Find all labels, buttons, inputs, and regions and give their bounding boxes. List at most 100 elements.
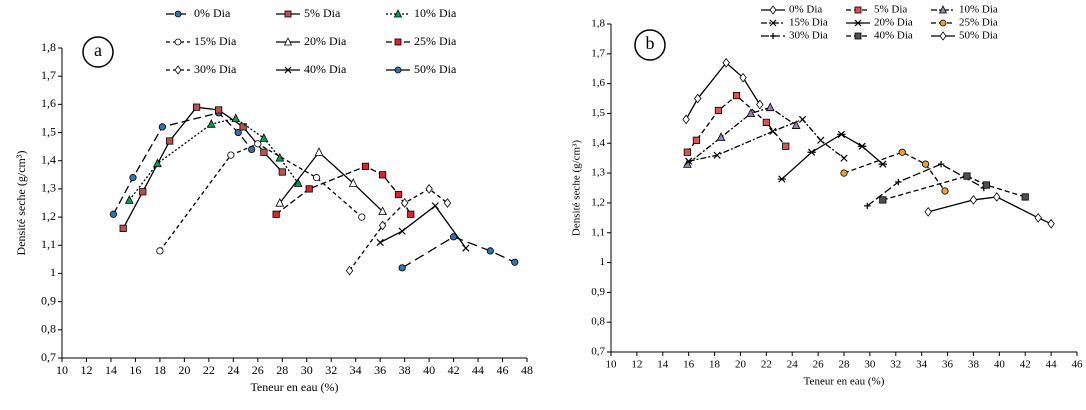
y-tick-label: 1,6 <box>41 96 56 110</box>
x-tick-label: 28 <box>839 359 851 371</box>
marker <box>166 137 174 145</box>
marker <box>314 147 324 156</box>
y-tick-label: 1,5 <box>591 107 605 119</box>
series-line <box>349 188 448 272</box>
legend-label: 5% Dia <box>304 6 341 20</box>
y-tick-label: 1,3 <box>41 181 56 195</box>
marker <box>765 102 775 112</box>
marker <box>272 210 280 218</box>
x-tick-label: 30 <box>864 359 876 371</box>
marker <box>769 127 777 135</box>
marker <box>129 174 137 182</box>
marker <box>449 233 458 241</box>
legend-label: 40% Dia <box>874 30 913 42</box>
legend-label: 50% Dia <box>959 30 998 42</box>
series-line <box>685 61 761 120</box>
marker <box>124 195 134 204</box>
marker <box>511 258 519 266</box>
y-tick-label: 1,7 <box>41 68 56 82</box>
chart-panel: 0,7 0,8 0,9 1 1,1 1,2 1,3 1,4 1,5 1,6 1,7 1,8 10 12 14… <box>14 6 533 394</box>
marker <box>293 178 303 187</box>
marker <box>716 132 726 141</box>
marker <box>398 264 406 272</box>
marker <box>215 106 223 114</box>
series-line <box>866 163 985 207</box>
marker <box>898 148 906 156</box>
marker <box>231 113 241 123</box>
marker <box>378 220 387 231</box>
legend-label: 15% Dia <box>194 34 237 48</box>
y-tick-label: 1,4 <box>41 152 56 166</box>
legend-label: 10% Dia <box>414 6 457 20</box>
marker <box>854 6 862 14</box>
annotation: a <box>94 40 102 60</box>
x-tick-label: 26 <box>252 363 264 377</box>
x-axis-label: Teneur en eau (%) <box>804 376 885 388</box>
y-tick-label: 1,8 <box>591 18 605 30</box>
marker <box>840 169 848 177</box>
x-tick-label: 10 <box>56 363 68 377</box>
marker <box>443 198 452 208</box>
x-tick-label: 46 <box>497 363 509 377</box>
annotation: b <box>646 33 655 53</box>
marker <box>777 175 787 183</box>
marker <box>254 140 262 148</box>
x-tick-label: 40 <box>423 363 435 377</box>
legend-label: 50% Dia <box>414 62 457 76</box>
marker <box>993 192 1001 202</box>
series-line <box>688 118 845 162</box>
marker <box>248 145 256 154</box>
legend-label: 0% Dia <box>789 4 822 16</box>
marker <box>746 108 756 118</box>
series-line <box>122 106 283 229</box>
marker <box>722 57 730 68</box>
x-axis-label: Teneur en eau (%) <box>250 380 338 394</box>
y-tick-label: 0,7 <box>591 346 605 358</box>
marker <box>227 151 235 159</box>
legend-label: 30% Dia <box>789 30 828 42</box>
marker <box>407 210 415 218</box>
marker <box>685 157 693 165</box>
annotation-circle <box>82 36 114 68</box>
marker <box>109 210 117 218</box>
marker <box>348 178 358 187</box>
marker <box>156 247 164 255</box>
marker <box>284 66 292 74</box>
marker <box>807 148 816 156</box>
x-tick-label: 12 <box>631 359 642 371</box>
y-axis-label: Densité seche (g/cm³) <box>14 151 28 256</box>
y-tick-label: 0,9 <box>41 293 56 307</box>
legend-label: 10% Dia <box>959 4 998 16</box>
x-tick-label: 36 <box>374 363 386 377</box>
marker <box>769 5 777 15</box>
legend-label: 25% Dia <box>959 17 998 29</box>
x-tick-label: 12 <box>80 363 92 377</box>
x-tick-label: 16 <box>683 359 695 371</box>
marker <box>895 178 902 186</box>
marker <box>732 91 741 100</box>
marker <box>791 120 801 129</box>
marker <box>939 31 947 41</box>
legend-label: 20% Dia <box>304 34 347 48</box>
x-tick-label: 42 <box>448 363 460 377</box>
series-line <box>781 133 884 180</box>
series-line <box>159 143 363 252</box>
legend-label: 25% Dia <box>414 34 457 48</box>
series-line <box>843 151 946 192</box>
x-tick-label: 44 <box>1046 359 1058 371</box>
marker <box>431 202 439 210</box>
marker <box>963 172 971 180</box>
marker <box>921 160 930 168</box>
marker <box>119 224 127 232</box>
y-axis-label: Densité seche (g/cm³) <box>571 140 583 236</box>
marker <box>1034 212 1042 223</box>
marker <box>260 148 268 156</box>
marker <box>486 247 494 255</box>
x-tick-label: 36 <box>942 359 954 371</box>
marker <box>817 136 825 144</box>
x-tick-label: 44 <box>472 363 484 377</box>
marker <box>462 244 470 252</box>
x-tick-label: 38 <box>968 359 980 371</box>
marker <box>305 185 313 193</box>
y-tick-label: 1,8 <box>41 40 56 54</box>
